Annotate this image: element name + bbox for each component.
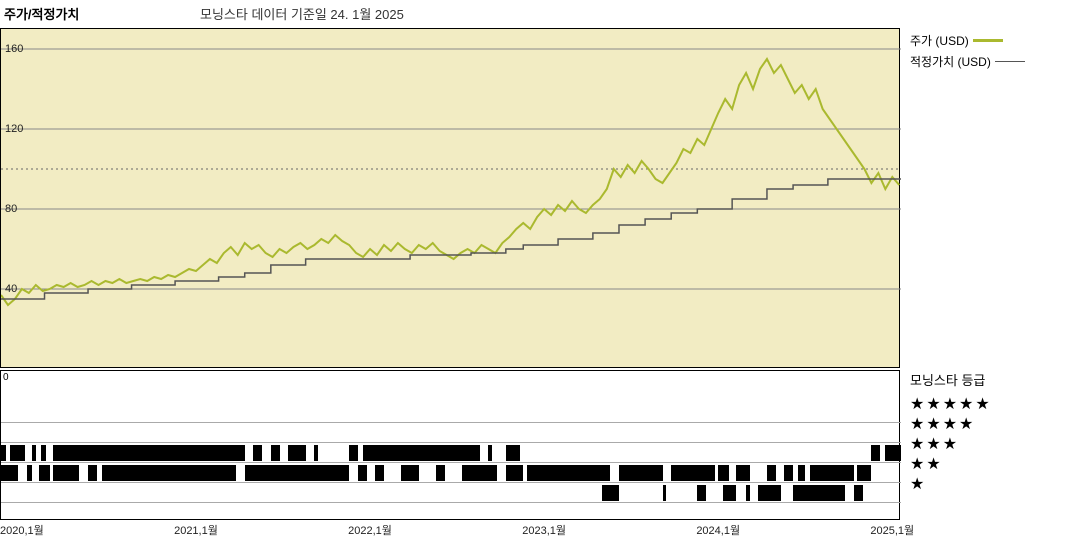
y-tick-label: 40 xyxy=(5,283,17,295)
legend-swatch xyxy=(995,61,1025,62)
rating-bar xyxy=(39,465,49,481)
rating-bar xyxy=(488,445,491,461)
rating-bar xyxy=(436,465,445,481)
rating-bar xyxy=(746,485,749,501)
rating-bar xyxy=(401,465,418,481)
rating-legend: 모닝스타 등급 ★★★★★★★★★★★★★★★ xyxy=(910,370,1075,495)
y-tick-label: 160 xyxy=(5,43,23,55)
data-asof: 모닝스타 데이터 기준일 24. 1월 2025 xyxy=(200,4,404,23)
rating-zero-label: 0 xyxy=(3,372,9,383)
rating-row-2 xyxy=(1,463,901,483)
rating-bar xyxy=(784,465,793,481)
rating-bar xyxy=(793,485,845,501)
rating-bar xyxy=(53,465,79,481)
x-tick-label: 2023,1월 xyxy=(522,522,566,538)
rating-legend-title: 모닝스타 등급 xyxy=(910,370,1075,389)
rating-row-5 xyxy=(1,403,901,423)
legend-label: 적정가치 (USD) xyxy=(910,53,991,70)
rating-legend-row-5: ★★★★★ xyxy=(910,395,1075,415)
rating-chart: 0 xyxy=(0,370,900,520)
rating-bar xyxy=(288,445,305,461)
legend-swatch xyxy=(973,39,1003,42)
rating-bar xyxy=(363,445,480,461)
rating-bar xyxy=(271,445,280,461)
rating-bar xyxy=(349,445,358,461)
rating-row-4 xyxy=(1,423,901,443)
legend-item: 적정가치 (USD) xyxy=(910,53,1075,70)
rating-legend-row-3: ★★★ xyxy=(910,435,1075,455)
rating-bar xyxy=(697,485,706,501)
rating-bar xyxy=(767,465,776,481)
rating-bar xyxy=(663,485,666,501)
page-title: 주가/적정가치 xyxy=(4,4,79,23)
rating-bar xyxy=(253,445,262,461)
rating-bar xyxy=(736,465,750,481)
chart-svg xyxy=(1,29,901,369)
rating-bar xyxy=(102,465,236,481)
legend-label: 주가 (USD) xyxy=(910,32,969,49)
x-tick-label: 2025,1월 xyxy=(870,522,914,538)
rating-bar xyxy=(27,465,32,481)
rating-bar xyxy=(671,465,715,481)
x-tick-label: 2024,1월 xyxy=(696,522,740,538)
rating-legend-row-4: ★★★★ xyxy=(910,415,1075,435)
rating-bar xyxy=(1,445,6,461)
rating-bar xyxy=(854,485,863,501)
chart-legend: 주가 (USD) 적정가치 (USD) xyxy=(910,32,1075,74)
rating-bar xyxy=(871,445,880,461)
rating-bar xyxy=(619,465,663,481)
x-tick-label: 2020,1월 xyxy=(0,522,44,538)
rating-bar xyxy=(462,465,497,481)
rating-bar xyxy=(53,445,244,461)
rating-legend-row-2: ★★ xyxy=(910,455,1075,475)
y-tick-label: 80 xyxy=(5,203,17,215)
rating-bar xyxy=(10,445,26,461)
rating-bar xyxy=(857,465,871,481)
price-chart: 40 80 120 160 xyxy=(0,28,900,368)
legend-item: 주가 (USD) xyxy=(910,32,1075,49)
rating-bar xyxy=(314,445,317,461)
rating-legend-row-1: ★ xyxy=(910,475,1075,495)
x-axis: 2020,1월2021,1월2022,1월2023,1월2024,1월2025,… xyxy=(0,522,900,540)
x-tick-label: 2021,1월 xyxy=(174,522,218,538)
rating-bar xyxy=(1,465,18,481)
rating-row-1 xyxy=(1,483,901,503)
rating-bar xyxy=(245,465,349,481)
rating-bar xyxy=(758,485,781,501)
rating-bar xyxy=(810,465,854,481)
rating-bar xyxy=(32,445,35,461)
y-tick-label: 120 xyxy=(5,123,23,135)
rating-bar xyxy=(41,445,46,461)
rating-bar xyxy=(723,485,735,501)
rating-bar xyxy=(506,445,520,461)
rating-bar xyxy=(602,485,619,501)
rating-bar xyxy=(358,465,367,481)
rating-bar xyxy=(506,465,523,481)
rating-bar xyxy=(88,465,97,481)
rating-bar xyxy=(375,465,384,481)
rating-bar xyxy=(527,465,611,481)
rating-bar xyxy=(718,465,728,481)
series-price xyxy=(1,59,899,305)
rating-bar xyxy=(798,465,805,481)
chart-header: 주가/적정가치 모닝스타 데이터 기준일 24. 1월 2025 xyxy=(0,4,1080,24)
x-tick-label: 2022,1월 xyxy=(348,522,392,538)
rating-bar xyxy=(885,445,901,461)
rating-row-3 xyxy=(1,443,901,463)
